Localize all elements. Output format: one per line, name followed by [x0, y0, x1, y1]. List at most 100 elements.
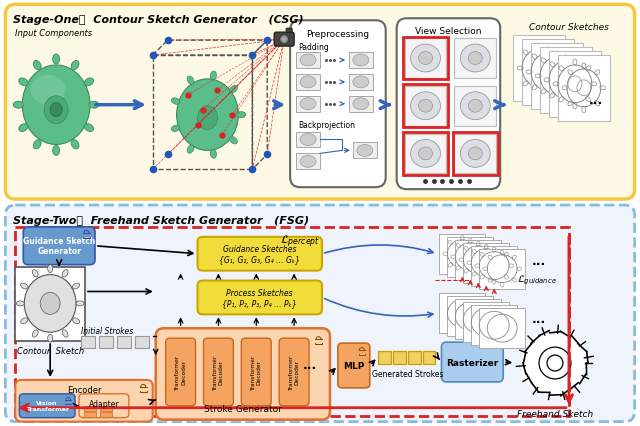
- Bar: [404, 39, 447, 79]
- FancyBboxPatch shape: [279, 338, 309, 406]
- Ellipse shape: [419, 52, 433, 65]
- Text: Stroke Generator: Stroke Generator: [204, 404, 282, 413]
- Bar: [404, 86, 447, 126]
- Bar: [479, 309, 525, 348]
- FancyBboxPatch shape: [198, 281, 322, 314]
- Ellipse shape: [300, 98, 316, 110]
- Bar: [83, 233, 90, 238]
- Bar: [296, 97, 320, 112]
- Text: Freehand Sketch: Freehand Sketch: [517, 409, 593, 418]
- FancyBboxPatch shape: [23, 227, 95, 265]
- Bar: [100, 412, 112, 417]
- Ellipse shape: [198, 106, 218, 130]
- Ellipse shape: [460, 140, 490, 168]
- Text: ...: ...: [589, 94, 603, 107]
- Bar: [403, 85, 448, 128]
- FancyBboxPatch shape: [442, 343, 503, 382]
- Bar: [471, 306, 517, 345]
- Text: Generated Strokes: Generated Strokes: [372, 369, 444, 378]
- Ellipse shape: [521, 329, 589, 397]
- Bar: [296, 53, 320, 69]
- Ellipse shape: [211, 72, 216, 81]
- Bar: [540, 48, 592, 113]
- Bar: [82, 234, 91, 237]
- Bar: [99, 337, 113, 348]
- Ellipse shape: [33, 61, 41, 71]
- Ellipse shape: [71, 140, 79, 150]
- Text: Transformer
Decoder: Transformer Decoder: [213, 354, 224, 390]
- Bar: [558, 56, 610, 121]
- Ellipse shape: [187, 146, 194, 154]
- Bar: [471, 246, 517, 286]
- Bar: [353, 143, 377, 159]
- Bar: [349, 75, 372, 91]
- Ellipse shape: [52, 146, 60, 156]
- Bar: [358, 351, 367, 354]
- Ellipse shape: [72, 283, 80, 289]
- Ellipse shape: [300, 55, 316, 67]
- Bar: [456, 240, 501, 280]
- Ellipse shape: [84, 124, 93, 132]
- FancyBboxPatch shape: [290, 21, 386, 188]
- Ellipse shape: [411, 140, 440, 168]
- Text: Stage-One：  Contour Sketch Generator   (CSG): Stage-One： Contour Sketch Generator (CSG…: [13, 15, 304, 25]
- Ellipse shape: [40, 293, 60, 314]
- Bar: [378, 351, 390, 364]
- Text: Guidance Sketches
{G₁, G₂, G₃, G₄ … Gₖ}: Guidance Sketches {G₁, G₂, G₃, G₄ … Gₖ}: [220, 245, 300, 264]
- Ellipse shape: [20, 283, 28, 289]
- FancyBboxPatch shape: [5, 6, 635, 200]
- Ellipse shape: [24, 275, 76, 332]
- Ellipse shape: [282, 37, 287, 43]
- Bar: [549, 52, 601, 117]
- Bar: [140, 387, 147, 392]
- Ellipse shape: [468, 100, 483, 113]
- Text: Adapter: Adapter: [88, 399, 119, 408]
- Bar: [454, 134, 496, 174]
- Ellipse shape: [84, 79, 93, 86]
- FancyBboxPatch shape: [274, 33, 294, 47]
- Ellipse shape: [62, 270, 68, 277]
- Ellipse shape: [13, 102, 23, 109]
- FancyBboxPatch shape: [19, 394, 75, 417]
- Ellipse shape: [353, 55, 369, 67]
- Bar: [296, 75, 320, 91]
- Bar: [447, 297, 493, 337]
- FancyBboxPatch shape: [204, 338, 234, 406]
- Ellipse shape: [89, 102, 99, 109]
- Bar: [349, 53, 372, 69]
- Text: $\mathcal{L}_{guidance}$: $\mathcal{L}_{guidance}$: [517, 273, 557, 287]
- Ellipse shape: [460, 92, 490, 120]
- Ellipse shape: [411, 45, 440, 73]
- Text: $\mathcal{L}_{percept}$: $\mathcal{L}_{percept}$: [280, 233, 320, 250]
- Bar: [81, 337, 95, 348]
- Bar: [479, 249, 525, 289]
- Ellipse shape: [187, 77, 194, 85]
- Bar: [454, 86, 496, 126]
- Bar: [314, 340, 323, 343]
- Bar: [513, 36, 565, 101]
- Bar: [403, 37, 448, 80]
- Ellipse shape: [177, 80, 238, 151]
- Ellipse shape: [22, 66, 90, 145]
- Ellipse shape: [72, 318, 80, 324]
- Ellipse shape: [419, 100, 433, 113]
- Bar: [139, 388, 148, 391]
- Bar: [393, 351, 406, 364]
- Bar: [531, 44, 583, 109]
- Bar: [15, 227, 569, 416]
- Ellipse shape: [468, 52, 483, 65]
- Text: Preprocessing: Preprocessing: [307, 30, 369, 39]
- Bar: [84, 412, 96, 417]
- Ellipse shape: [230, 86, 237, 94]
- Bar: [463, 303, 509, 343]
- Ellipse shape: [353, 98, 369, 110]
- Bar: [440, 294, 485, 334]
- Ellipse shape: [419, 147, 433, 161]
- Ellipse shape: [44, 97, 68, 124]
- Bar: [64, 401, 72, 404]
- Ellipse shape: [20, 318, 28, 324]
- Ellipse shape: [19, 124, 28, 132]
- Text: ...: ...: [532, 255, 546, 268]
- Ellipse shape: [300, 156, 316, 168]
- Text: Stage-Two：  Freehand Sketch Generator   (FSG): Stage-Two： Freehand Sketch Generator (FS…: [13, 216, 310, 225]
